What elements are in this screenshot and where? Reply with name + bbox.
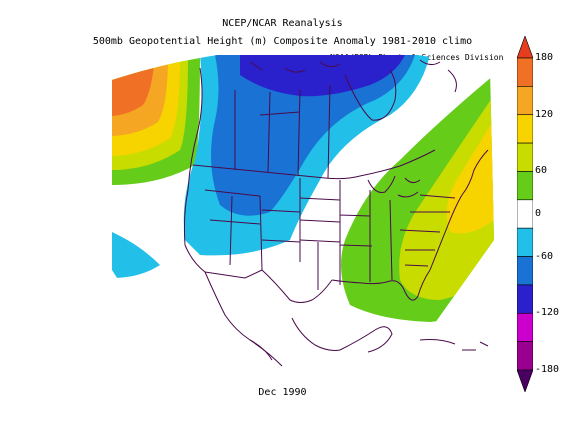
shade-blue-west — [211, 55, 415, 216]
colorbar-bin — [517, 142, 533, 172]
us-mexico-border — [204, 269, 333, 303]
colorbar-bin — [517, 369, 533, 392]
colorbar-bin — [517, 57, 533, 87]
shade-yellow-east — [446, 120, 494, 234]
mexico-west-coast — [249, 317, 341, 367]
shade-lightblue-offshore — [112, 232, 160, 278]
colorbar-bin — [517, 114, 533, 144]
anomaly-shading — [112, 55, 494, 322]
canadian-provinces — [234, 84, 331, 179]
colorbar-tick-label: 180 — [535, 52, 554, 63]
shade-darkblue-north — [240, 55, 405, 97]
colorbar-bin — [517, 284, 533, 314]
colorbar-bin — [517, 312, 533, 342]
colorbar-bin — [517, 227, 533, 257]
colorbar-tick-label: -120 — [535, 307, 560, 319]
colorbar-bin — [517, 171, 533, 201]
great-lakes — [367, 175, 421, 198]
colorbar-tick-label: -60 — [535, 250, 554, 262]
canada-us-border — [192, 149, 436, 180]
colorbar-bin — [517, 36, 533, 59]
figure-title-line2: 500mb Geopotential Height (m) Composite … — [92, 36, 473, 47]
colorbar-tick-label: 60 — [535, 165, 548, 177]
colorbar-bin — [517, 256, 533, 286]
colorbar — [517, 36, 533, 392]
gulf-coastline — [331, 269, 431, 301]
greenland-edge — [419, 59, 457, 93]
us-states-west — [204, 178, 301, 271]
pacific-coastline — [183, 67, 273, 361]
hudson-bay — [344, 69, 397, 121]
colorbar-bin — [517, 341, 533, 371]
map-boundaries — [183, 59, 489, 367]
colorbar-tick-label: 120 — [535, 108, 554, 120]
us-states-east — [369, 190, 456, 282]
colorbar-bin — [517, 199, 533, 229]
arctic-islands — [249, 61, 341, 73]
colorbar-bin — [517, 86, 533, 116]
us-states-central — [299, 180, 373, 290]
colorbar-tick-label: 0 — [535, 208, 542, 219]
colorbar-tick-label: -180 — [535, 364, 560, 375]
caribbean-islands — [419, 339, 489, 351]
figure-title-line1: NCEP/NCAR Reanalysis — [222, 18, 343, 29]
date-label: Dec 1990 — [258, 387, 307, 398]
atlantic-coastline — [429, 149, 489, 271]
yucatan — [339, 326, 393, 353]
